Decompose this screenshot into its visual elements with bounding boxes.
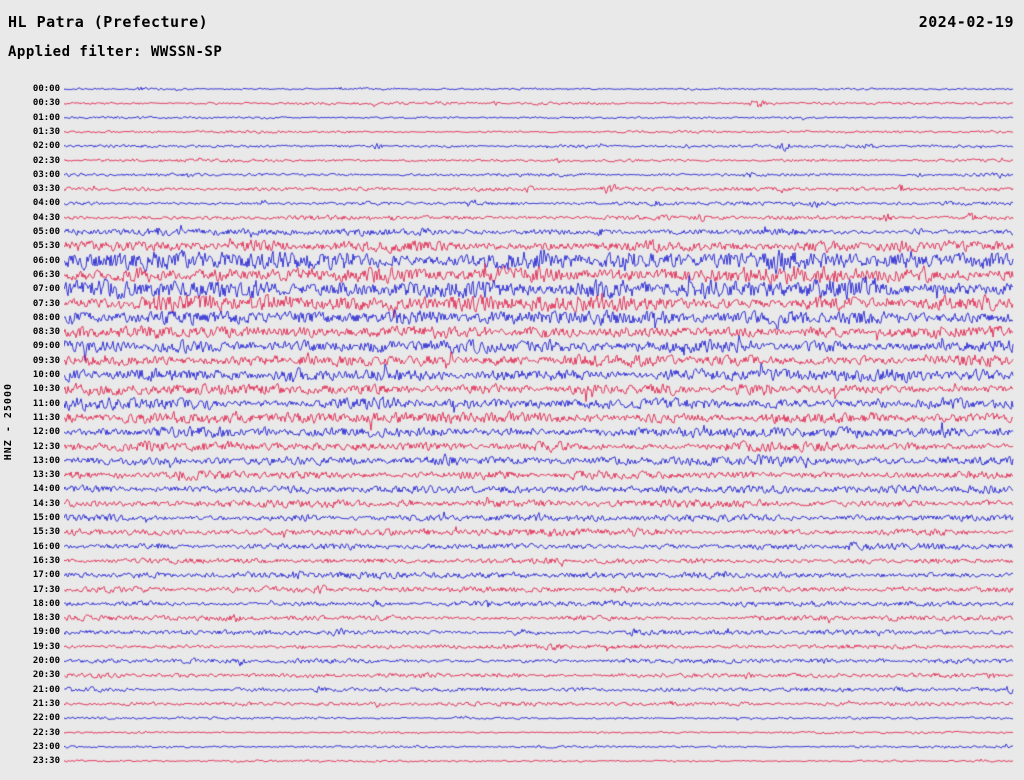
trace-time-label: 12:00 <box>32 427 60 438</box>
trace-time-label: 17:30 <box>32 584 60 595</box>
trace-time-label: 16:30 <box>32 555 60 566</box>
trace-time-label: 21:00 <box>32 684 60 695</box>
trace-time-label: 01:30 <box>32 126 60 137</box>
trace-time-label: 02:00 <box>32 141 60 152</box>
trace-time-label: 14:00 <box>32 484 60 495</box>
trace-time-label: 11:00 <box>32 398 60 409</box>
trace-time-label: 11:30 <box>32 412 60 423</box>
trace-time-label: 19:00 <box>32 627 60 638</box>
trace-time-label: 05:30 <box>32 241 60 252</box>
trace-time-label: 22:30 <box>32 727 60 738</box>
trace-time-label: 04:30 <box>32 212 60 223</box>
trace-time-label: 19:30 <box>32 641 60 652</box>
trace-time-label: 13:00 <box>32 455 60 466</box>
trace-time-label: 15:00 <box>32 513 60 523</box>
trace-time-label: 08:30 <box>32 327 60 338</box>
trace-time-label: 20:00 <box>32 656 60 666</box>
trace-time-label: 22:00 <box>32 713 60 724</box>
trace-time-label: 08:00 <box>32 312 60 323</box>
trace-time-label: 21:30 <box>32 698 60 709</box>
trace-time-label: 12:30 <box>32 441 60 452</box>
trace-time-label: 05:00 <box>32 227 60 237</box>
trace-time-label: 23:00 <box>32 741 60 752</box>
trace-time-label: 23:30 <box>32 756 60 767</box>
trace-time-label: 09:00 <box>32 341 60 352</box>
record-date: 2024-02-19 <box>918 13 1014 31</box>
trace-time-label: 02:30 <box>32 155 60 166</box>
trace-time-label: 17:00 <box>32 570 60 581</box>
trace-time-label: 07:30 <box>32 298 60 309</box>
trace-time-label: 00:00 <box>32 84 60 94</box>
trace-time-label: 15:30 <box>32 527 60 538</box>
trace-time-label: 00:30 <box>32 98 60 109</box>
trace-time-label: 03:00 <box>32 169 60 180</box>
trace-time-label: 03:30 <box>32 184 60 195</box>
seismogram-canvas <box>64 82 1014 774</box>
trace-time-label: 07:00 <box>32 284 60 295</box>
station-title: HL Patra (Prefecture) <box>8 13 209 31</box>
applied-filter-label: Applied filter: WWSSN-SP <box>8 44 223 60</box>
trace-time-label: 09:30 <box>32 355 60 366</box>
trace-time-label: 04:00 <box>32 198 60 209</box>
trace-time-label: 13:30 <box>32 470 60 481</box>
trace-time-label: 10:30 <box>32 384 60 395</box>
time-axis: 00:00 00:30 01:00 01:30 02:00 02:30 03:00 03:30… <box>0 0 64 780</box>
trace-time-label: 06:30 <box>32 269 60 280</box>
trace-time-label: 01:00 <box>32 112 60 123</box>
trace-time-label: 14:30 <box>32 498 60 509</box>
trace-time-label: 20:30 <box>32 670 60 681</box>
trace-time-label: 18:00 <box>32 598 60 609</box>
trace-time-label: 10:00 <box>32 370 60 380</box>
trace-time-label: 18:30 <box>32 613 60 624</box>
trace-time-label: 16:00 <box>32 541 60 552</box>
trace-time-label: 06:00 <box>32 255 60 266</box>
